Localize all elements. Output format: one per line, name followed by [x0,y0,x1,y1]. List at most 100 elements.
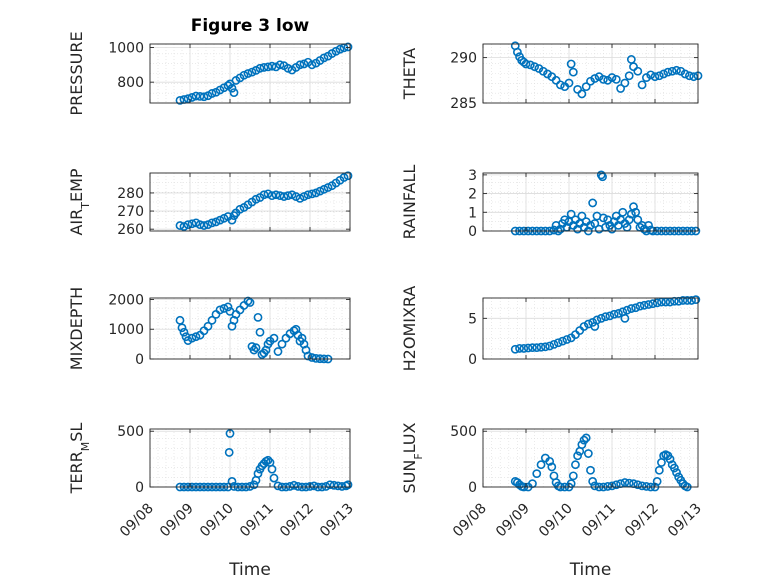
y-axis-label: AIRTEMP [67,168,92,235]
data-point [551,75,561,85]
data-point [224,448,234,457]
data-point [590,481,600,491]
data-point [614,309,623,318]
data-point [588,477,598,486]
data-point [607,481,617,491]
axes-box [482,172,699,232]
y-tick-label: 285 [450,96,477,112]
data-point [335,44,345,54]
data-point [620,313,630,323]
y-axis-label: H2OMIXRA [400,286,419,372]
y-tick-label: 0 [468,480,477,496]
data-point [283,191,293,201]
y-axis-label: SUNFLUX [400,422,425,493]
data-point [273,481,283,491]
data-point [669,463,679,473]
data-point [682,296,692,305]
data-point [223,302,233,312]
data-point [245,482,255,491]
data-point [609,309,619,319]
data-point [343,171,353,181]
data-point [179,327,189,337]
data-point [271,190,281,200]
data-point [579,322,589,331]
data-point [691,295,701,305]
data-point [510,344,520,354]
data-point [545,456,555,466]
data-point [343,42,353,52]
data-point [187,333,197,343]
data-point [631,207,641,217]
x-tick-label: 09/11 [579,501,619,541]
data-point [667,66,677,76]
data-point [672,65,681,75]
y-tick-label: 280 [117,186,144,202]
y-tick-label: 800 [117,75,144,91]
data-point [579,435,589,445]
data-point [633,215,643,225]
data-point [586,220,595,230]
data-point [596,313,606,323]
data-point [573,84,582,94]
data-point [536,460,546,470]
data-point [607,224,617,234]
data-point [568,67,578,77]
data-point [307,189,317,199]
y-axis-label: MIXDEPTH [67,287,86,370]
data-point [637,80,647,90]
y-tick-label: 270 [117,204,144,220]
data-point [687,296,696,305]
data-point [525,60,535,70]
x-tick-label: 09/11 [237,501,277,541]
data-point [545,341,555,351]
data-point [586,465,595,475]
data-point [654,71,664,81]
data-point [249,480,259,490]
subplot-7: 0 500 TERRMSL 09/08 09/09 09/10 09/11 09/12 09/1… [67,423,357,580]
data-point [307,60,317,70]
data-point [652,298,662,308]
data-point [547,462,557,472]
data-point [663,67,673,77]
data-point [678,296,688,305]
data-point [207,315,217,325]
data-point [519,344,529,353]
data-point [665,454,675,464]
data-point [562,335,572,344]
data-point [267,61,277,71]
subplot-1: 800 1000 PRESSURE [67,31,353,116]
data-point [523,343,533,353]
data-point [275,60,285,70]
data-point [556,80,565,90]
data-point [183,94,193,104]
data-point [553,338,563,348]
y-tick-label: 500 [117,424,144,440]
x-axis-label: Time [569,560,612,580]
data-point [279,192,289,201]
data-point [249,345,259,355]
subplot-2: 285 290 THETA [400,41,703,112]
data-point [624,71,634,81]
x-tick-label: 09/08 [450,501,490,541]
data-point [307,353,317,362]
series-markers [175,171,353,231]
data-point [311,354,321,363]
x-tick-label: 09/13 [317,501,357,541]
data-point [207,89,217,98]
data-point [530,62,539,72]
data-point [243,69,253,78]
y-tick-label: 2 [468,187,477,203]
data-point [564,78,574,88]
data-point [199,221,209,230]
data-point [239,70,249,80]
data-point [229,88,239,97]
data-point [521,59,531,69]
data-point [650,72,660,82]
data-point [626,209,636,219]
data-point [616,84,625,93]
axes-box [149,428,351,488]
data-point [513,47,522,57]
data-point [599,75,608,84]
data-point [273,347,283,356]
